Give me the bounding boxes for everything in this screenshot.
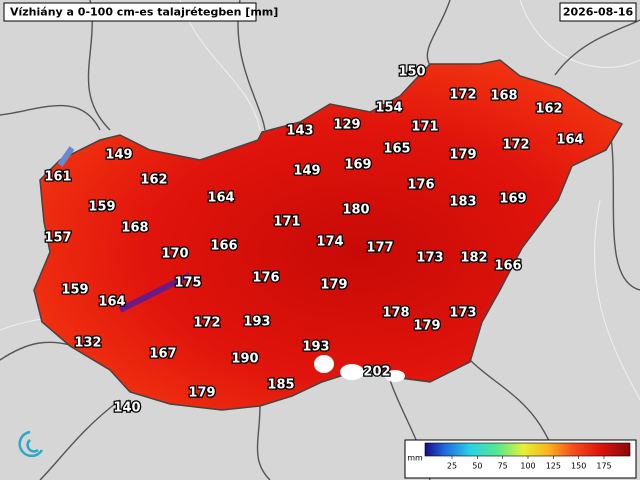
station-value: 173 xyxy=(416,251,443,266)
station-value: 168 xyxy=(490,89,517,104)
station-value: 179 xyxy=(413,319,440,334)
colorbar-tick-label: 50 xyxy=(472,462,482,471)
station-value: 154 xyxy=(375,101,402,116)
colorbar-tick-label: 150 xyxy=(571,462,586,471)
station-value: 168 xyxy=(121,221,148,236)
colorbar xyxy=(424,442,631,457)
station-value: 176 xyxy=(407,178,434,193)
station-value: 165 xyxy=(383,142,410,157)
station-value: 150 xyxy=(398,65,425,80)
station-value: 172 xyxy=(449,88,476,103)
lake-balaton xyxy=(118,272,192,313)
colorbar-tick-label: 75 xyxy=(498,462,508,471)
station-value: 169 xyxy=(344,158,371,173)
station-value: 179 xyxy=(449,148,476,163)
station-labels: 150 172 168 162 154 129 143 171 164 149 165 179 172 1… xyxy=(43,63,585,417)
colorbar-ticks: 25 50 75 100 125 150 175 xyxy=(447,456,612,471)
date-box xyxy=(559,2,637,22)
station-value: 173 xyxy=(449,306,476,321)
station-value: 149 xyxy=(293,164,320,179)
station-value: 178 xyxy=(382,306,409,321)
station-value: 143 xyxy=(286,124,313,139)
station-value: 162 xyxy=(140,173,167,188)
station-value: 129 xyxy=(333,118,360,133)
date: 2026-08-16 xyxy=(563,6,634,19)
station-value: 140 xyxy=(113,401,140,416)
station-value: 180 xyxy=(342,203,369,218)
station-value: 171 xyxy=(411,120,438,135)
colorbar-tick-label: 25 xyxy=(447,462,457,471)
station-value: 193 xyxy=(243,315,270,330)
station-value: 149 xyxy=(105,148,132,163)
station-value: 179 xyxy=(320,278,347,293)
station-value: 193 xyxy=(302,340,329,355)
station-value: 183 xyxy=(449,195,476,210)
station-value: 161 xyxy=(44,170,71,185)
station-value: 172 xyxy=(193,316,220,331)
station-value: 132 xyxy=(74,336,101,351)
station-value: 174 xyxy=(316,235,343,250)
station-value: 159 xyxy=(61,283,88,298)
title: Vízhiány a 0-100 cm-es talajrétegben [mm… xyxy=(10,6,278,19)
colorbar-tick-label: 175 xyxy=(596,462,611,471)
station-value: 182 xyxy=(460,251,487,266)
station-value: 176 xyxy=(252,271,279,286)
lake-ferto xyxy=(57,146,75,167)
station-value: 179 xyxy=(188,386,215,401)
station-value: 167 xyxy=(149,347,176,362)
colorbar-tick-label: 125 xyxy=(546,462,561,471)
station-value: 175 xyxy=(174,276,201,291)
country-fill xyxy=(33,59,624,411)
station-value: 190 xyxy=(231,352,258,367)
station-value: 166 xyxy=(494,259,521,274)
station-value: 172 xyxy=(502,138,529,153)
station-value: 166 xyxy=(210,239,237,254)
station-value: 171 xyxy=(273,215,300,230)
station-value: 164 xyxy=(207,191,234,206)
station-value: 157 xyxy=(44,231,71,246)
title-box xyxy=(3,2,257,22)
station-value: 169 xyxy=(499,192,526,207)
station-value: 164 xyxy=(556,133,583,148)
logo xyxy=(18,430,44,458)
station-value: 202 xyxy=(363,365,390,380)
station-value: 170 xyxy=(161,247,188,262)
station-value: 185 xyxy=(267,378,294,393)
station-value: 162 xyxy=(535,102,562,117)
no-data-areas xyxy=(314,355,405,382)
station-value: 159 xyxy=(88,200,115,215)
station-value: 164 xyxy=(98,295,125,310)
legend-unit: mm xyxy=(407,454,423,463)
colorbar-tick-label: 100 xyxy=(520,462,535,471)
station-value: 177 xyxy=(366,241,393,256)
